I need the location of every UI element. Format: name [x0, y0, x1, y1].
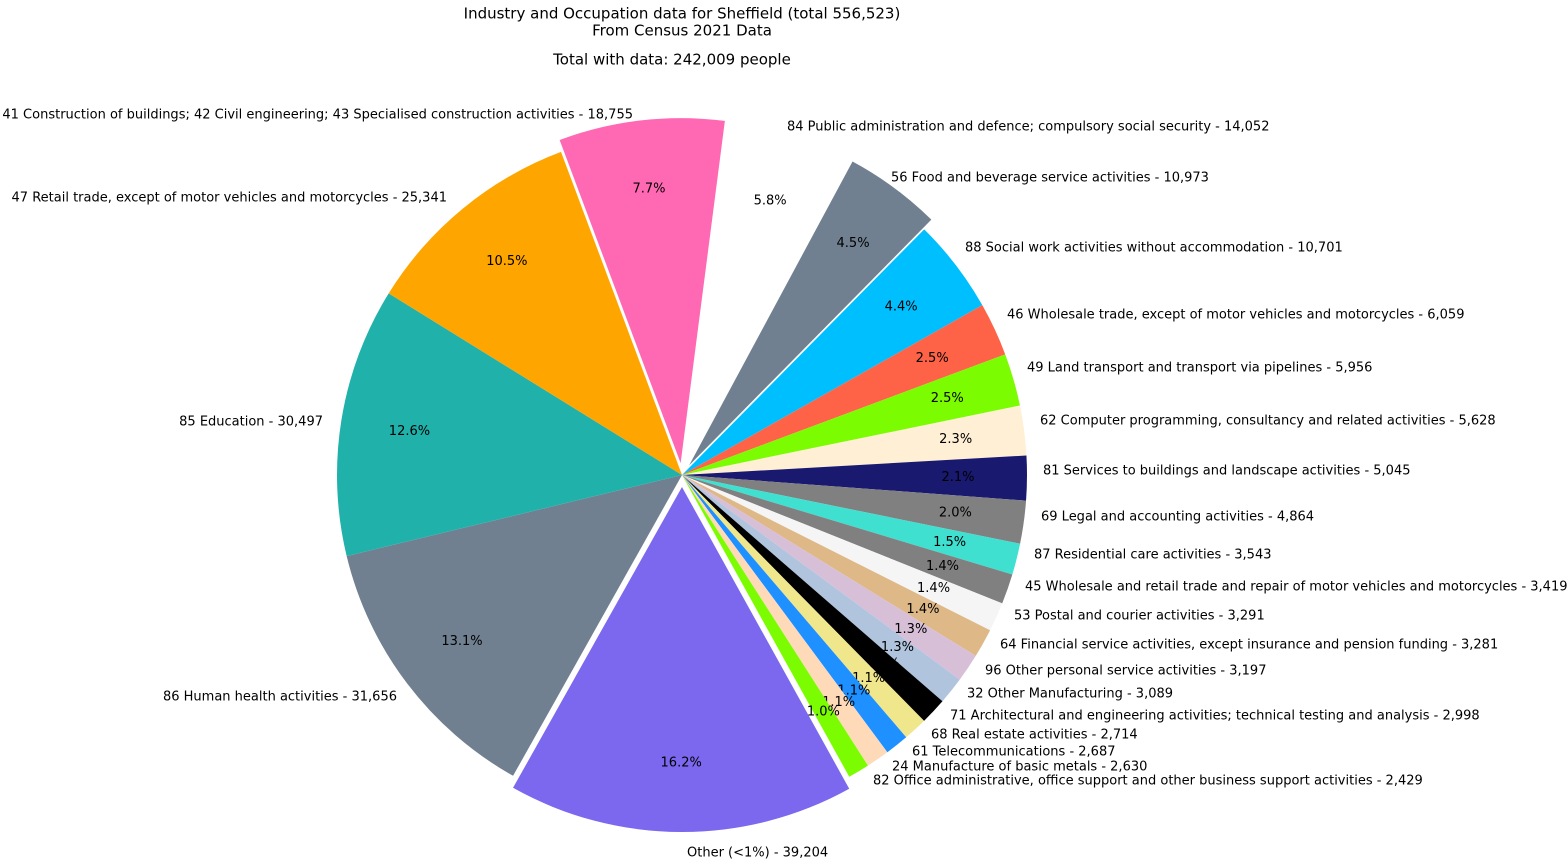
percent-label: 1.2%: [867, 656, 900, 671]
slice-label: 45 Wholesale and retail trade and repair…: [1025, 580, 1568, 595]
slice-label: 71 Architectural and engineering activit…: [950, 709, 1480, 724]
percent-label: 1.3%: [881, 640, 914, 655]
pie-slice: [682, 475, 943, 721]
pie-slice: [682, 475, 991, 656]
slice-label: 86 Human health activities - 31,656: [163, 690, 397, 705]
pie-slice: [682, 354, 1020, 475]
percent-label: 13.1%: [441, 634, 482, 649]
slice-label: 61 Telecommunications - 2,687: [912, 745, 1116, 760]
percent-label: 4.5%: [837, 236, 870, 251]
percent-label: 2.1%: [941, 470, 974, 485]
slice-label: 46 Wholesale trade, except of motor vehi…: [1007, 308, 1464, 323]
pie-slice: [682, 229, 983, 475]
percent-label: 2.0%: [939, 505, 972, 520]
slice-label: 47 Retail trade, except of motor vehicle…: [12, 191, 447, 206]
chart-title: Industry and Occupation data for Sheffie…: [464, 5, 901, 23]
percent-label: 1.0%: [807, 705, 840, 720]
pie-slice: [346, 475, 682, 776]
slice-label: 56 Food and beverage service activities …: [891, 171, 1209, 186]
percent-label: 1.4%: [917, 581, 950, 596]
pie-slice: [682, 475, 1013, 604]
slice-label: 32 Other Manufacturing - 3,089: [967, 687, 1173, 702]
pie-slice: [682, 475, 888, 766]
percent-label: 1.5%: [933, 535, 966, 550]
pie-slice: [559, 118, 725, 464]
percent-label: 5.8%: [754, 193, 787, 208]
slice-label: 85 Education - 30,497: [179, 415, 323, 430]
percent-label: 1.4%: [906, 602, 939, 617]
slice-label: 82 Office administrative, office support…: [873, 774, 1423, 789]
pie-slice: [682, 405, 1027, 475]
slice-label: 88 Social work activities without accomm…: [965, 241, 1343, 256]
pie-slice: [337, 293, 682, 557]
pie-slice: [682, 475, 976, 680]
pie-slice: [682, 475, 1003, 631]
pie-slice: [388, 151, 682, 475]
slice-label: 49 Land transport and transport via pipe…: [1027, 361, 1372, 376]
slice-label: 68 Real estate activities - 2,714: [931, 728, 1138, 743]
percent-label: 7.7%: [632, 181, 665, 196]
pie-slice: [682, 475, 1027, 544]
pie-slice: [682, 455, 1027, 501]
percent-label: 10.5%: [486, 254, 527, 269]
slice-label: 53 Postal and courier activities - 3,291: [1014, 609, 1265, 624]
pie-slice: [685, 121, 850, 464]
slice-label: 81 Services to buildings and landscape a…: [1043, 464, 1411, 479]
pie-slice: [682, 475, 1021, 575]
slice-label: 24 Manufacture of basic metals - 2,630: [892, 760, 1147, 775]
percent-label: 1.4%: [926, 559, 959, 574]
pie-slice: [682, 475, 868, 777]
slice-label: 69 Legal and accounting activities - 4,8…: [1041, 510, 1314, 525]
percent-label: 1.3%: [894, 622, 927, 637]
percent-label: 2.5%: [916, 351, 949, 366]
pie-slice: [513, 486, 850, 832]
slice-label: 41 Construction of buildings; 42 Civil e…: [2, 108, 633, 123]
slice-label: Other (<1%) - 39,204: [687, 846, 828, 861]
total-label: Total with data: 242,009 people: [552, 51, 791, 69]
percent-label: 4.4%: [885, 300, 918, 315]
pie-slice: [682, 475, 925, 738]
percent-label: 1.1%: [822, 695, 855, 710]
slice-label: 87 Residential care activities - 3,543: [1034, 548, 1272, 563]
chart-subtitle: From Census 2021 Data: [592, 22, 772, 40]
percent-label: 1.1%: [837, 683, 870, 698]
slice-label: 62 Computer programming, consultancy and…: [1040, 414, 1496, 429]
percent-label: 12.6%: [389, 424, 430, 439]
slice-label: 84 Public administration and defence; co…: [787, 120, 1269, 135]
pie-slice: [682, 475, 907, 753]
percent-label: 2.5%: [931, 391, 964, 406]
pie-slice: [682, 305, 1006, 475]
slice-label: 96 Other personal service activities - 3…: [985, 664, 1266, 679]
percent-label: 1.1%: [852, 671, 885, 686]
pie-slice: [682, 475, 960, 702]
percent-label: 16.2%: [661, 755, 702, 770]
pie-slice: [689, 161, 932, 466]
slice-label: 64 Financial service activities, except …: [1000, 638, 1498, 653]
percent-label: 2.3%: [939, 432, 972, 447]
